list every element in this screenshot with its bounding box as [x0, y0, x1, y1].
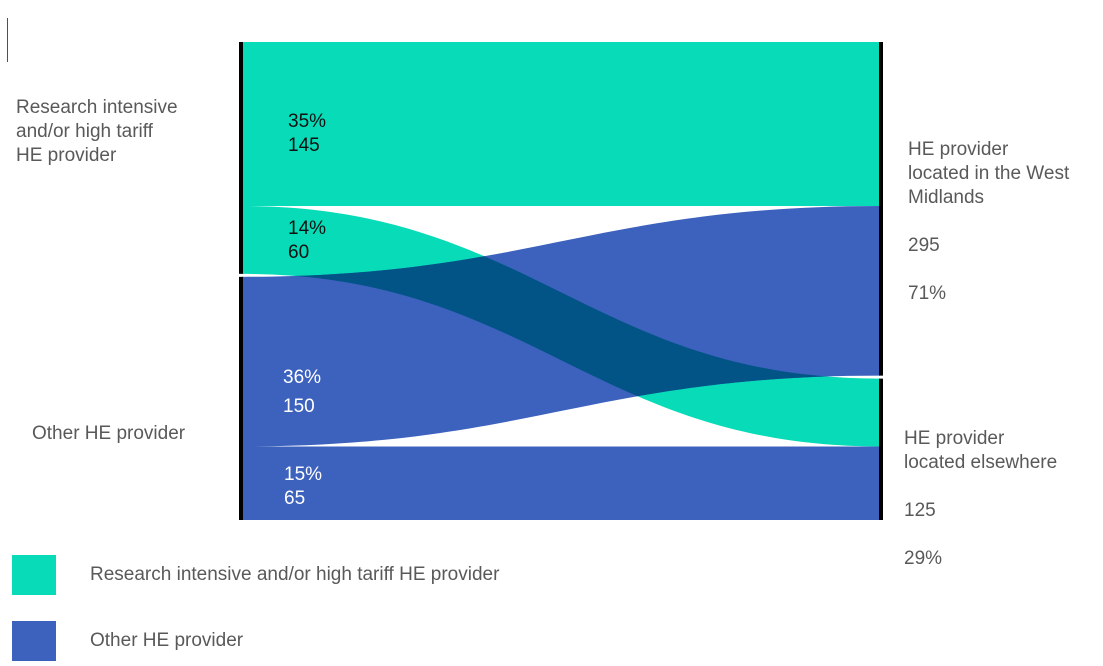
legend-swatch-other	[12, 621, 56, 661]
flow-label-other-wm: 36% 150	[283, 363, 321, 421]
flow-percent: 15%	[284, 464, 323, 485]
target-node-wm	[879, 42, 883, 376]
flow-value: 150	[283, 396, 315, 417]
source-label-research: Research intensive and/or high tariff HE…	[16, 97, 178, 166]
target-node-else	[879, 378, 883, 520]
flow-label-research-else: 14% 60	[288, 217, 326, 265]
flow-value: 60	[288, 242, 310, 263]
target-label-west-midlands: HE provider located in the West Midlands…	[908, 114, 1069, 330]
source-node-other	[239, 276, 243, 520]
target-percent-elsewhere: 29%	[904, 548, 943, 569]
flow-percent: 14%	[288, 218, 327, 239]
target-name-west-midlands: HE provider located in the West Midlands	[908, 139, 1070, 208]
source-label-other: Other HE provider	[32, 423, 186, 444]
source-node-research	[239, 42, 243, 274]
target-value-west-midlands: 295	[908, 235, 940, 256]
flow-percent: 36%	[283, 367, 322, 388]
corner-tick-mark	[7, 18, 8, 62]
legend-label-other: Other HE provider	[90, 630, 244, 651]
legend-swatch-research	[12, 555, 56, 595]
legend-item-other: Other HE provider	[12, 621, 243, 661]
flow-band-other-else	[242, 446, 880, 520]
target-label-elsewhere: HE provider located elsewhere 125 29%	[904, 403, 1057, 595]
flow-band-research-wm	[242, 42, 880, 206]
flow-label-other-else: 15% 65	[284, 463, 322, 511]
target-name-elsewhere: HE provider located elsewhere	[904, 428, 1058, 473]
flow-value: 145	[288, 135, 320, 156]
legend-item-research: Research intensive and/or high tariff HE…	[12, 555, 499, 595]
target-value-elsewhere: 125	[904, 500, 936, 521]
flow-label-research-wm: 35% 145	[288, 110, 326, 158]
flow-percent: 35%	[288, 111, 327, 132]
target-percent-west-midlands: 71%	[908, 283, 947, 304]
flow-value: 65	[284, 488, 306, 509]
legend-label-research: Research intensive and/or high tariff HE…	[90, 564, 500, 585]
